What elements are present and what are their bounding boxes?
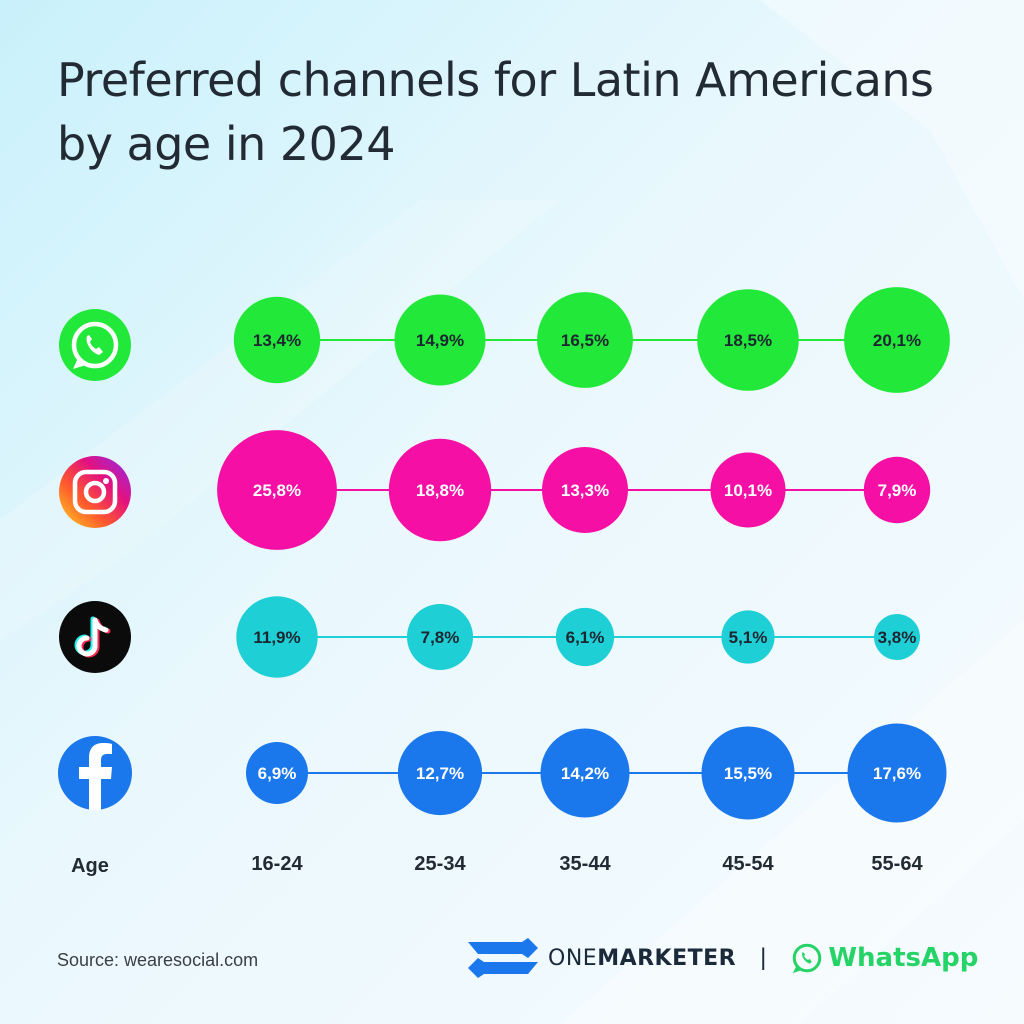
x-tick-label: 55-64 [871,853,923,875]
whatsapp-brand: WhatsApp [790,941,978,975]
source-text: Source: wearesocial.com [57,950,259,970]
data-bubble [233,296,321,384]
data-bubble [697,289,799,391]
data-label: 5,1% [729,628,768,647]
brand-bar: ONEMARKETER | WhatsApp [468,936,978,980]
data-label: 7,8% [421,628,460,647]
data-bubble [246,742,308,804]
data-bubble [874,614,920,660]
instagram-icon [59,456,131,528]
facebook-icon [58,736,132,810]
data-label: 16,5% [561,331,609,350]
data-label: 15,5% [724,764,772,783]
x-tick-label: 16-24 [251,853,303,875]
data-bubble [537,292,633,388]
data-label: 6,1% [566,628,605,647]
data-label: 12,7% [416,764,464,783]
data-label: 13,4% [253,331,301,350]
x-axis-label: Age [71,855,109,877]
whatsapp-icon [59,309,131,381]
data-label: 10,1% [724,481,772,500]
whatsapp-brand-label: WhatsApp [828,943,979,973]
data-label: 20,1% [873,331,921,350]
data-bubble [555,607,615,667]
data-bubble [844,287,950,393]
onemarketer-logo-icon [468,938,538,978]
data-label: 3,8% [878,628,917,647]
data-label: 17,6% [873,764,921,783]
whatsapp-logo-icon [793,943,822,974]
tiktok-icon [59,601,131,673]
x-tick-label: 35-44 [559,853,611,875]
brand-name: ONEMARKETER [548,945,737,971]
data-label: 11,9% [253,628,300,647]
data-bubble [397,730,483,816]
data-bubble [847,723,947,823]
data-label: 14,9% [416,331,464,350]
data-bubble [710,452,786,528]
data-bubble [542,447,628,533]
data-label: 13,3% [561,481,609,500]
data-bubble [407,604,473,670]
data-label: 18,5% [724,331,772,350]
data-bubble [236,596,318,678]
data-bubble [540,728,630,818]
chart-title: Preferred channels for Latin Americans b… [57,53,934,171]
data-bubble [217,430,337,550]
x-tick-label: 25-34 [414,853,466,875]
data-label: 6,9% [258,764,297,783]
data-label: 25,8% [253,481,301,500]
data-label: 7,9% [878,481,917,500]
data-bubble [388,438,492,542]
data-bubble [863,456,931,524]
data-label: 18,8% [416,481,464,500]
data-bubble [394,294,486,386]
x-tick-label: 45-54 [722,853,774,875]
data-bubble [721,610,775,664]
data-bubble [701,726,795,820]
brand-separator: | [760,944,767,971]
data-label: 14,2% [561,764,609,783]
